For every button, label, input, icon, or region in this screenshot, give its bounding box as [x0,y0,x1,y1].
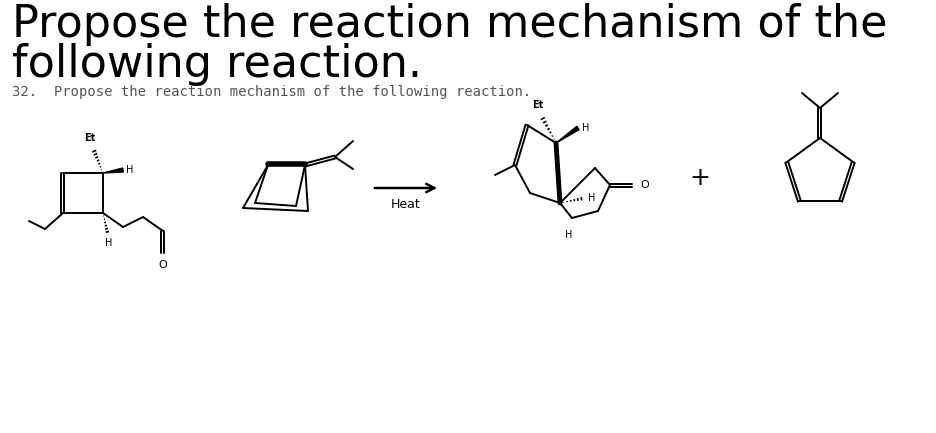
Text: Et: Et [84,133,95,143]
Text: 32.  Propose the reaction mechanism of the following reaction.: 32. Propose the reaction mechanism of th… [12,85,531,99]
Polygon shape [103,168,124,173]
Text: following reaction.: following reaction. [12,43,421,86]
Text: H: H [588,193,594,203]
Text: O: O [639,180,648,190]
Text: H: H [564,230,572,240]
Text: H: H [125,165,133,175]
Polygon shape [555,126,578,143]
Text: O: O [158,260,168,270]
Text: H: H [105,238,112,248]
Text: Propose the reaction mechanism of the: Propose the reaction mechanism of the [12,3,886,46]
Text: +: + [689,166,709,190]
Text: Et: Et [532,100,543,110]
Text: Heat: Heat [390,198,420,211]
Text: H: H [581,123,589,133]
